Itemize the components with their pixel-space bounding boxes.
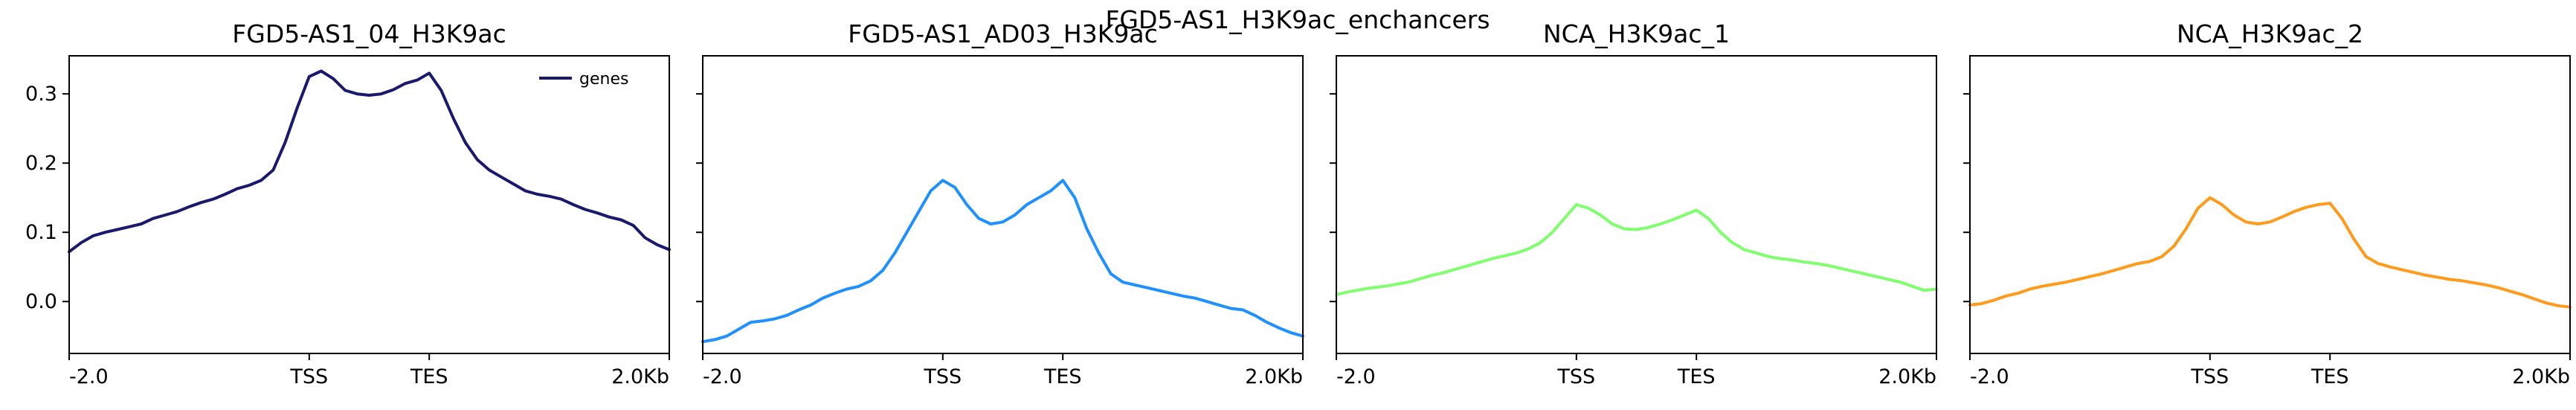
x-tick-label: TSS <box>289 365 328 388</box>
panel-title: FGD5-AS1_04_H3K9ac <box>232 19 506 48</box>
plot-frame <box>68 55 670 354</box>
series-line <box>701 179 1304 344</box>
x-tick-label: TES <box>1043 365 1082 388</box>
x-tick-label: -2.0 <box>1970 365 2009 388</box>
x-tick-label: 2.0Kb <box>1245 365 1303 388</box>
panel-1: FGD5-AS1_04_H3K9ac 0.0 0.1 0.2 0.3 -2.0 TSS TES… <box>25 19 671 388</box>
y-tick-label: 0.2 <box>25 152 57 175</box>
x-tick-label: 2.0Kb <box>2512 365 2570 388</box>
x-tick-label: TES <box>1677 365 1716 388</box>
panel-4: NCA_H3K9ac_2 -2.0 TSS TES 2.0Kb <box>1963 19 2572 388</box>
panel-2: FGD5-AS1_AD03_H3K9ac -2.0 TSS TES 2.0Kb <box>696 19 1304 388</box>
x-tick-label: TSS <box>1556 365 1595 388</box>
plot-frame <box>1969 55 2571 354</box>
x-tick-label: -2.0 <box>1336 365 1376 388</box>
panel-3: NCA_H3K9ac_1 -2.0 TSS TES 2.0Kb <box>1330 19 1938 388</box>
y-tick-label: 0.3 <box>25 83 57 106</box>
x-tick-label: TSS <box>2190 365 2229 388</box>
panel-title: NCA_H3K9ac_2 <box>2177 19 2363 48</box>
x-tick-label: -2.0 <box>69 365 109 388</box>
x-tick-label: 2.0Kb <box>1878 365 1936 388</box>
x-tick-label: TES <box>2311 365 2349 388</box>
series-line <box>1335 203 1938 296</box>
figure-title: FGD5-AS1_H3K9ac_enchancers <box>1105 5 1490 34</box>
series-line <box>68 69 671 254</box>
plot-frame <box>702 55 1304 354</box>
x-tick-label: TSS <box>923 365 962 388</box>
panel-title: FGD5-AS1_AD03_H3K9ac <box>848 19 1157 48</box>
x-tick-label: 2.0Kb <box>611 365 669 388</box>
x-tick-label: TES <box>410 365 448 388</box>
panels: FGD5-AS1_04_H3K9ac 0.0 0.1 0.2 0.3 -2.0 TSS TES… <box>25 19 2572 388</box>
plot-frame <box>1336 55 1937 354</box>
series-line <box>1968 196 2572 309</box>
y-tick-label: 0.1 <box>25 221 57 244</box>
panel-title: NCA_H3K9ac_1 <box>1543 19 1730 48</box>
legend-label: genes <box>579 70 628 89</box>
x-tick-label: -2.0 <box>703 365 742 388</box>
y-tick-label: 0.0 <box>25 290 57 313</box>
